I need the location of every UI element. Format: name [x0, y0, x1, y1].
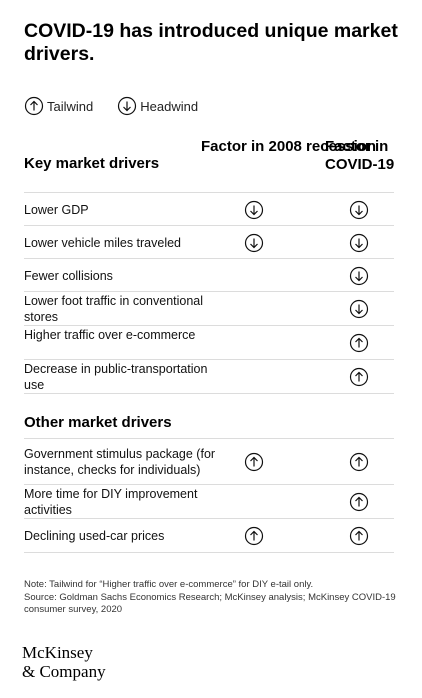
footnote: Note: Tailwind for “Higher traffic over …: [24, 579, 404, 617]
arrow-up-circle-icon: [349, 333, 369, 353]
table-row: Lower foot traffic in conventional store…: [24, 291, 394, 325]
section-title-other: Other market drivers: [24, 414, 172, 431]
arrow-up-circle-icon: [349, 492, 369, 512]
table-row: Declining used-car prices: [24, 518, 394, 552]
legend-headwind-label: Headwind: [140, 98, 199, 114]
recession-indicator: [244, 233, 264, 253]
arrow-down-circle-icon: [244, 233, 264, 252]
driver-label: Higher traffic over e-commerce: [24, 328, 196, 342]
driver-label: Lower GDP: [24, 202, 89, 217]
driver-label: Fewer collisions: [24, 268, 113, 283]
covid-indicator: [349, 333, 369, 353]
column-header-recession-text: Factor in 2008 recession: [201, 138, 377, 155]
arrow-up-circle-icon: [349, 367, 369, 387]
arrow-up-circle-icon: [24, 96, 44, 116]
arrow-down-circle-icon: [244, 200, 264, 219]
arrow-down-circle-icon: [349, 200, 369, 219]
section-bottom-rule: [24, 393, 394, 394]
covid-indicator: [349, 200, 369, 220]
legend-headwind: Headwind: [117, 96, 198, 116]
arrow-up-circle-icon: [244, 526, 264, 546]
recession-indicator: [244, 200, 264, 220]
arrow-down-circle-icon: [349, 233, 369, 252]
covid-indicator: [349, 266, 369, 286]
table-row: Lower GDP: [24, 192, 394, 225]
legend: Tailwind Headwind: [24, 96, 222, 116]
source-text: Source: Goldman Sachs Economics Research…: [24, 591, 396, 616]
driver-label: Declining used-car prices: [24, 529, 165, 543]
driver-label: Decrease in public-transportation use: [24, 362, 208, 392]
arrow-down-circle-icon: [349, 299, 369, 319]
table-bottom-rule: [24, 552, 394, 553]
arrow-up-circle-icon: [244, 452, 264, 472]
recession-indicator: [244, 526, 264, 546]
covid-indicator: [349, 492, 369, 512]
covid-indicator: [349, 299, 369, 319]
column-header-covid: Factor in COVID-19: [325, 138, 405, 174]
covid-indicator: [349, 367, 369, 387]
legend-tailwind-label: Tailwind: [47, 98, 94, 114]
covid-indicator: [349, 452, 369, 472]
covid-indicator: [349, 233, 369, 253]
logo-line-2: & Company: [22, 662, 106, 681]
driver-label: More time for DIY improvement activities: [24, 487, 198, 517]
arrow-up-circle-icon: [349, 526, 369, 546]
driver-label: Government stimulus package (for instanc…: [24, 447, 216, 477]
table-row: Government stimulus package (for instanc…: [24, 438, 394, 484]
note-text: Note: Tailwind for “Higher traffic over …: [24, 579, 314, 590]
table-row: Lower vehicle miles traveled: [24, 225, 394, 258]
column-header-recession: Factor in 2008 recession: [201, 138, 376, 156]
table-row: More time for DIY improvement activities: [24, 484, 394, 518]
driver-label: Lower foot traffic in conventional store…: [24, 294, 204, 324]
logo-line-1: McKinsey: [22, 643, 93, 662]
driver-label: Lower vehicle miles traveled: [24, 235, 182, 250]
column-header-covid-text: Factor in COVID-19: [325, 138, 395, 173]
section-title-key: Key market drivers: [24, 155, 160, 172]
arrow-down-circle-icon: [349, 266, 369, 285]
recession-indicator: [244, 452, 264, 472]
legend-tailwind: Tailwind: [24, 96, 93, 116]
arrow-up-circle-icon: [349, 452, 369, 472]
table-row: Decrease in public-transportation use: [24, 359, 394, 393]
arrow-down-circle-icon: [118, 96, 137, 116]
table-row: Fewer collisions: [24, 258, 394, 291]
page-title: COVID-19 has introduced unique market dr…: [24, 20, 398, 65]
table-row: Higher traffic over e-commerce: [24, 325, 394, 359]
covid-indicator: [349, 526, 369, 546]
company-logo: McKinsey & Company: [22, 643, 106, 681]
